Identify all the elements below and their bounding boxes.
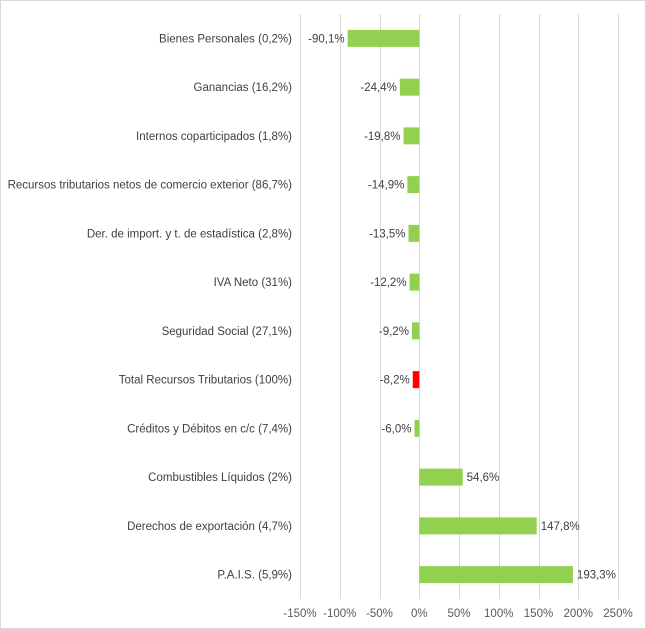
category-label-5: IVA Neto (31%)	[214, 277, 293, 289]
category-label-3: Recursos tributarios netos de comercio e…	[8, 180, 293, 192]
data-label-8: -6,0%	[381, 423, 411, 435]
category-label-9: Combustibles Líquidos (2%)	[148, 472, 292, 484]
category-label-1: Ganancias (16,2%)	[194, 82, 293, 94]
bar-11	[419, 566, 573, 584]
bar-1	[399, 78, 420, 96]
data-label-3: -14,9%	[368, 180, 404, 192]
data-label-2: -19,8%	[364, 131, 400, 143]
category-label-6: Seguridad Social (27,1%)	[162, 326, 293, 338]
x-tick-label-7: 200%	[564, 608, 593, 620]
category-label-2: Internos coparticipados (1,8%)	[136, 131, 292, 143]
bar-10	[419, 517, 537, 535]
x-tick-label-5: 100%	[484, 608, 513, 620]
x-tick-label-6: 150%	[524, 608, 553, 620]
gridlines	[300, 14, 619, 599]
bar-5	[409, 273, 420, 291]
x-tick-label-8: 250%	[603, 608, 632, 620]
x-tick-label-3: 0%	[411, 608, 428, 620]
x-axis-ticks: -150% -100% -50% 0% 50% 100% 150% 200% 250%	[283, 608, 632, 620]
x-tick-label-2: -50%	[366, 608, 393, 620]
x-tick-label-0: -150%	[283, 608, 316, 620]
category-label-11: P.A.I.S. (5,9%)	[217, 570, 292, 582]
bar-3	[407, 176, 420, 194]
data-label-7: -8,2%	[380, 375, 410, 387]
category-label-8: Créditos y Débitos en c/c (7,4%)	[127, 423, 292, 435]
data-label-1: -24,4%	[360, 82, 396, 94]
data-label-5: -12,2%	[370, 277, 406, 289]
x-tick-label-1: -100%	[323, 608, 356, 620]
bar-6	[411, 322, 420, 340]
bar-9	[419, 468, 463, 486]
category-label-0: Bienes Personales (0,2%)	[159, 33, 292, 45]
bar-7	[412, 371, 420, 389]
bars	[347, 29, 573, 584]
bar-8	[414, 419, 420, 437]
category-labels: Bienes Personales (0,2%) Ganancias (16,2%…	[8, 33, 293, 581]
data-label-0: -90,1%	[308, 33, 344, 45]
x-tick-label-4: 50%	[447, 608, 470, 620]
data-labels: -90,1% -24,4% -19,8% -14,9% -13,5% -12,2% -9,2…	[308, 33, 616, 581]
bar-0	[347, 29, 420, 47]
data-label-6: -9,2%	[379, 326, 409, 338]
bar-4	[408, 224, 420, 242]
data-label-9: 54,6%	[467, 472, 500, 484]
bar-2	[403, 127, 420, 145]
category-label-10: Derechos de exportación (4,7%)	[127, 521, 292, 533]
data-label-10: 147,8%	[541, 521, 580, 533]
data-label-11: 193,3%	[577, 570, 616, 582]
category-label-4: Der. de import. y t. de estadística (2,8…	[87, 228, 292, 240]
category-label-7: Total Recursos Tributarios (100%)	[119, 375, 292, 387]
data-label-4: -13,5%	[369, 228, 405, 240]
